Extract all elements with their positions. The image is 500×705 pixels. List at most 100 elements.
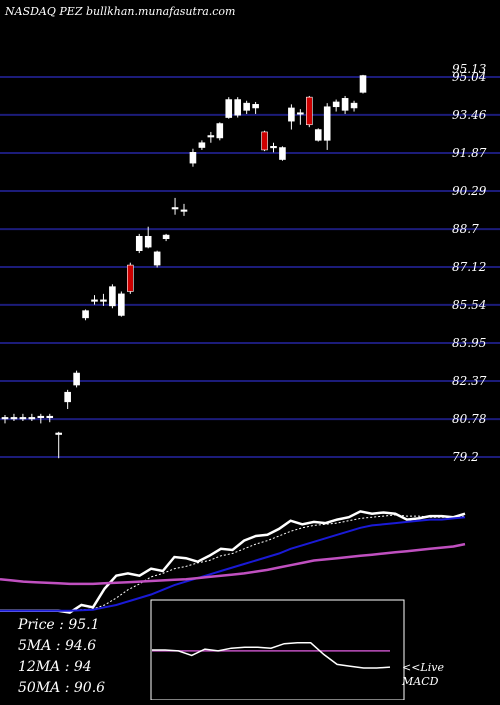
candle (198, 140, 206, 150)
candle-body (82, 310, 89, 319)
candle (19, 413, 27, 422)
candle (243, 100, 250, 114)
candle-body (64, 391, 71, 403)
candle (234, 97, 241, 118)
candle (359, 74, 367, 94)
candle-body (270, 146, 277, 149)
ma-line-12ma (0, 516, 466, 612)
ma-line-price (0, 510, 466, 614)
price-grid: 95.04 93.46 91.87 90.29 88.7 87.12 85.54 83.95 8… (0, 62, 500, 464)
candle (225, 97, 233, 119)
chart-title: NASDAQ PEZ bullkhan.munafasutra.com (4, 5, 235, 18)
candle (55, 431, 63, 459)
candle (153, 250, 161, 268)
candle-body (37, 415, 45, 419)
candle-body (153, 251, 161, 266)
y-tick-label: 83.95 (452, 336, 486, 350)
macd-label: <<Live MACD (402, 661, 444, 688)
y-tick-label: 82.37 (452, 374, 487, 388)
y-tick-label: 85.54 (452, 298, 486, 312)
candle (82, 309, 89, 321)
candle-body (216, 123, 224, 139)
candle (162, 233, 170, 242)
y-tick-label: 87.12 (452, 260, 486, 274)
candle-body (19, 417, 27, 420)
y-tick-label: 79.2 (452, 450, 479, 464)
candlestick-series (1, 74, 367, 459)
candle-body (261, 131, 268, 151)
candle (10, 413, 18, 422)
candle (288, 104, 295, 130)
candle-body (171, 207, 179, 210)
candle (189, 148, 197, 167)
candle (135, 233, 143, 254)
candle (127, 262, 134, 294)
candle (350, 100, 358, 112)
candle-body (180, 209, 188, 212)
candle-body (279, 147, 286, 160)
candle-body (1, 417, 9, 420)
y-tick-label: 95.04 (452, 70, 486, 84)
candle (279, 146, 286, 161)
candle-body (73, 372, 80, 386)
candle-body (225, 99, 233, 118)
candle-body (162, 234, 170, 239)
y-top-label: 95.13 (452, 62, 487, 76)
candle (270, 142, 277, 153)
ma-line-50ma (0, 542, 466, 586)
candle (216, 122, 224, 141)
candle (207, 131, 215, 143)
candle-body (314, 129, 322, 141)
candle-body (297, 112, 304, 115)
candle (109, 284, 116, 309)
candle-body (305, 96, 313, 126)
candle (305, 95, 313, 128)
candle (297, 109, 304, 125)
candle-body (243, 102, 250, 111)
candle-body (127, 264, 134, 292)
candle (180, 203, 188, 216)
y-tick-label: 93.46 (452, 108, 487, 122)
candle-body (252, 104, 259, 109)
candle-body (234, 99, 241, 116)
candle (323, 103, 331, 150)
candle-body (109, 286, 116, 307)
candle (46, 413, 54, 423)
y-tick-label: 90.29 (452, 184, 487, 198)
candle-body (288, 107, 295, 122)
candle-body (100, 299, 107, 302)
candle-body (198, 142, 206, 148)
candle-body (350, 102, 358, 109)
candle-body (10, 417, 18, 420)
candle-body (332, 101, 340, 108)
candle-body (144, 235, 152, 248)
candle-body (28, 417, 36, 420)
stats-panel: Price : 95.1 5MA : 94.6 12MA : 94 50MA :… (18, 615, 148, 699)
candle-body (341, 98, 349, 111)
candle (73, 370, 80, 388)
moving-average-panel (0, 510, 466, 614)
candle-body (207, 135, 215, 138)
candle-body (189, 152, 197, 164)
candle (64, 389, 71, 410)
candle (28, 413, 36, 422)
candle-body (118, 293, 125, 316)
price-stat: Price : 95.1 (18, 617, 100, 633)
candle-body (55, 432, 63, 435)
ma12-stat: 12MA : 94 (18, 659, 92, 675)
candle (252, 101, 259, 114)
candle (100, 293, 107, 306)
candle (261, 130, 268, 152)
candle (341, 95, 349, 114)
candle (1, 415, 9, 424)
y-tick-label: 88.7 (452, 222, 479, 236)
candle-body (135, 235, 143, 251)
candle-body (323, 106, 331, 141)
candle (144, 226, 152, 249)
macd-panel (152, 642, 391, 669)
candle (118, 291, 125, 317)
y-tick-label: 91.87 (452, 146, 487, 160)
